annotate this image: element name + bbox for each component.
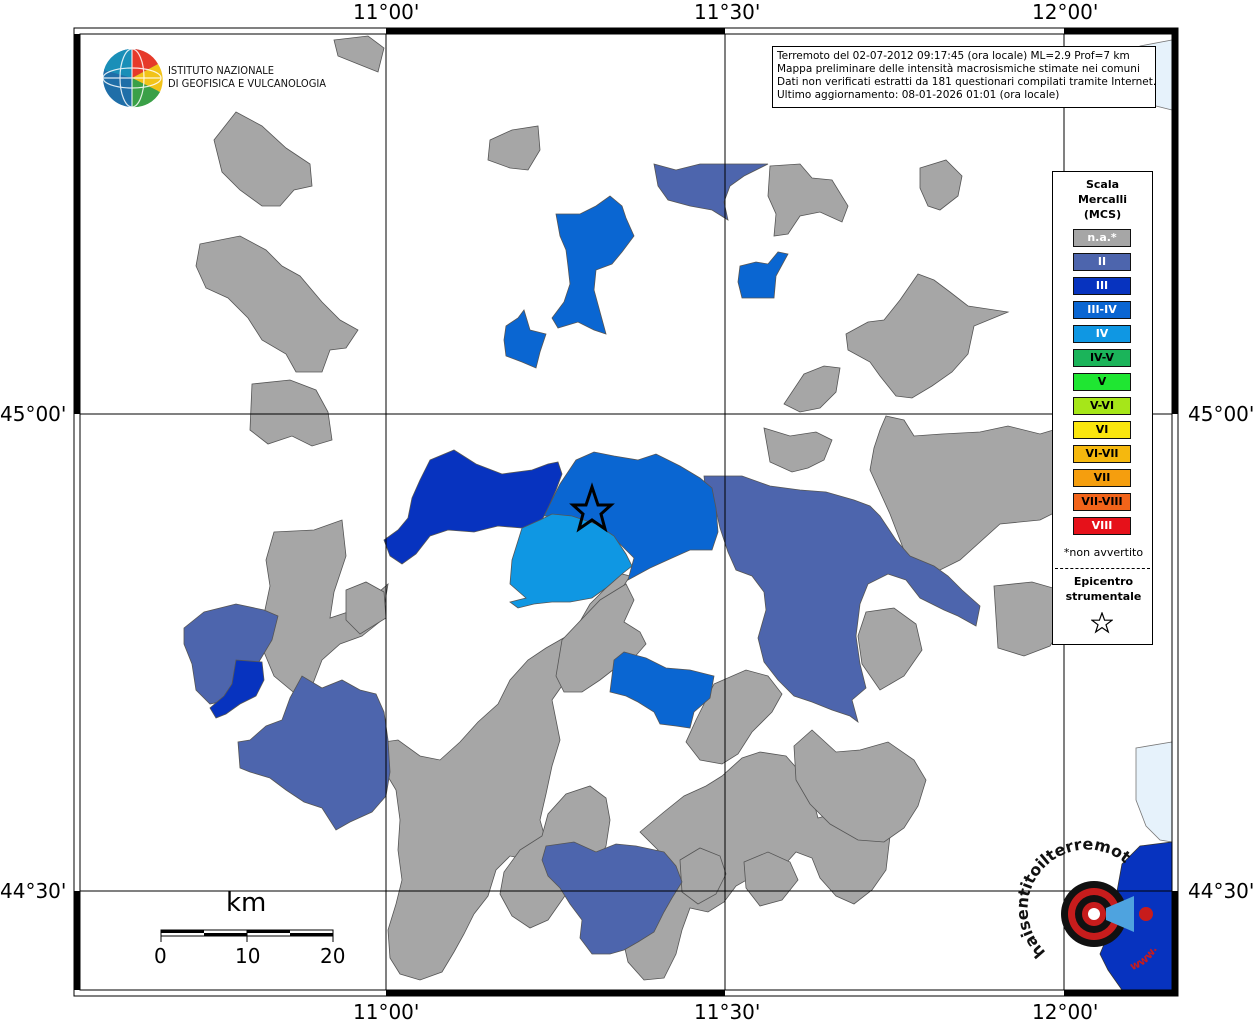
legend-swatch: III	[1073, 277, 1131, 295]
logo-line: ISTITUTO NAZIONALE	[168, 64, 275, 77]
legend-swatch: III-IV	[1073, 301, 1131, 319]
scale-label: 0	[154, 944, 167, 968]
lat-label-right: 45°00'	[1188, 402, 1255, 426]
scale-label: 20	[320, 944, 346, 968]
legend-swatch: IV	[1073, 325, 1131, 343]
event-info-box: Terremoto del 02-07-2012 09:17:45 (ora l…	[772, 46, 1156, 108]
info-line: Ultimo aggiornamento: 08-01-2026 01:01 (…	[777, 89, 1060, 101]
epicenter-star-icon	[1091, 612, 1113, 634]
lon-label-bottom: 11°30'	[694, 1000, 761, 1024]
legend-swatch: n.a.*	[1073, 229, 1131, 247]
lat-label-left: 45°00'	[0, 402, 67, 426]
lon-label-bottom: 12°00'	[1032, 1000, 1099, 1024]
lat-label-right: 44°30'	[1188, 879, 1255, 903]
ingv-logo-icon	[102, 48, 163, 108]
scale-unit: km	[226, 888, 267, 918]
municipalities-intensity-III	[209, 449, 563, 719]
not-felt-note: *non avvertito	[1063, 546, 1144, 559]
legend-swatch: VII-VIII	[1073, 493, 1131, 511]
epicenter-label-line: strumentale	[1065, 590, 1142, 603]
legend-swatch: V	[1073, 373, 1131, 391]
legend-swatch: VIII	[1073, 517, 1131, 535]
municipalities-intensity-IV	[509, 513, 633, 609]
intensity-legend: Scala Mercalli (MCS) n.a.* II III III-IV IV I…	[1052, 171, 1153, 645]
scale-bar	[160, 929, 334, 942]
ingv-logo-text: ISTITUTO NAZIONALE DI GEOFISICA E VULCAN…	[168, 64, 326, 90]
lat-label-left: 44°30'	[0, 879, 67, 903]
map-frame	[73, 27, 1179, 997]
lon-label-top: 11°30'	[694, 0, 761, 24]
legend-title-line: Scala	[1085, 178, 1120, 191]
legend-title-line: (MCS)	[1083, 208, 1122, 221]
lon-label-top: 12°00'	[1032, 0, 1099, 24]
scale-label: 10	[235, 944, 261, 968]
municipalities-intensity-III-IV	[503, 195, 789, 729]
logo-line: DI GEOFISICA E VULCANOLOGIA	[168, 77, 327, 90]
municipalities-intensity-II	[183, 163, 981, 955]
legend-title-line: Mercalli	[1077, 193, 1128, 206]
lon-label-bottom: 11°00'	[353, 1000, 420, 1024]
epicenter-legend-label: Epicentro strumentale	[1053, 574, 1154, 604]
legend-swatch: IV-V	[1073, 349, 1131, 367]
epicenter-label-line: Epicentro	[1073, 575, 1134, 588]
legend-title: Scala Mercalli (MCS)	[1053, 177, 1152, 222]
legend-swatch: VI-VII	[1073, 445, 1131, 463]
legend-divider	[1055, 568, 1150, 569]
info-line: Terremoto del 02-07-2012 09:17:45 (ora l…	[777, 50, 1130, 62]
legend-swatch: VII	[1073, 469, 1131, 487]
info-line: Mappa preliminare delle intensità macros…	[777, 63, 1140, 75]
info-line: Dati non verificati estratti da 181 ques…	[777, 76, 1157, 88]
legend-swatch: II	[1073, 253, 1131, 271]
legend-swatch: V-VI	[1073, 397, 1131, 415]
legend-swatch: VI	[1073, 421, 1131, 439]
lon-label-top: 11°00'	[353, 0, 420, 24]
epicenter-star[interactable]	[569, 482, 615, 533]
